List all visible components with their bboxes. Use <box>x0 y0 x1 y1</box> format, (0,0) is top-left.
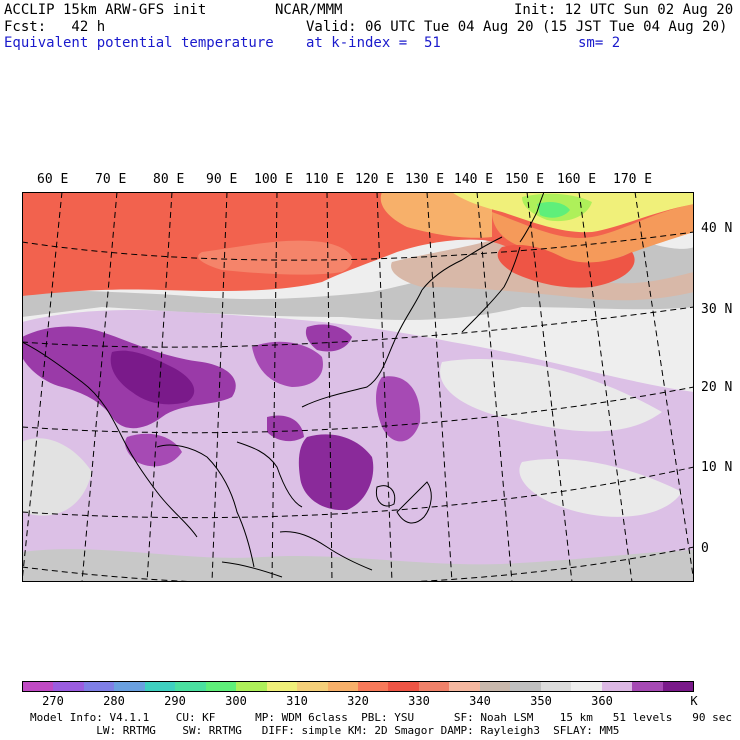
lon-label-90e: 90 E <box>206 172 238 187</box>
lat-label-40n: 40 N <box>701 221 733 236</box>
lon-label-80e: 80 E <box>153 172 185 187</box>
colorbar-tick-330: 330 <box>408 694 430 708</box>
colorbar-swatch <box>327 682 358 691</box>
colorbar-swatch <box>662 682 693 691</box>
colorbar-tick-360: 360 <box>591 694 613 708</box>
map-frame <box>22 192 694 582</box>
colorbar-swatch <box>540 682 572 691</box>
header-level: at k-index = 51 <box>306 35 441 51</box>
field-peach-ne <box>380 192 492 238</box>
field-purple-southchina <box>252 341 323 387</box>
colorbar-swatch <box>266 682 298 691</box>
lon-label-110e: 110 E <box>305 172 345 187</box>
colorbar-tick-300: 300 <box>225 694 247 708</box>
colorbar-tick-320: 320 <box>347 694 369 708</box>
field-grey-south <box>22 549 694 582</box>
lon-label-60e: 60 E <box>37 172 69 187</box>
lon-label-100e: 100 E <box>254 172 294 187</box>
graticule <box>22 192 694 582</box>
field-purple-scs <box>298 434 374 511</box>
colorbar-swatch <box>479 682 511 691</box>
colorbar-tick-290: 290 <box>164 694 186 708</box>
field-purple-bay <box>125 433 182 467</box>
field-purple-taiwan-strait <box>376 376 421 442</box>
field-ocean-pale-3 <box>22 438 92 516</box>
colorbar-swatch <box>53 682 84 691</box>
colorbar-swatch <box>601 682 633 691</box>
header-init-time: Init: 12 UTC Sun 02 Aug 20 <box>514 2 734 18</box>
colorbar-tick-350: 350 <box>530 694 552 708</box>
colorbar-swatch <box>510 682 541 691</box>
lat-label-10n: 10 N <box>701 460 733 475</box>
field-ocean-pale-2 <box>519 458 682 517</box>
field-ocean-pale-1 <box>440 359 662 432</box>
colorbar-swatch <box>83 682 115 691</box>
lon-label-150e: 150 E <box>505 172 545 187</box>
lat-label-30n: 30 N <box>701 302 733 317</box>
colorbar-swatch <box>236 682 267 691</box>
map-panel <box>22 192 694 582</box>
field-purple-indochina <box>267 415 304 442</box>
field-dark-purple-himalaya <box>110 350 195 405</box>
colorbar-tick-340: 340 <box>469 694 491 708</box>
header-organization: NCAR/MMM <box>275 2 343 18</box>
lat-label-0: 0 <box>701 541 709 556</box>
colorbar-swatch <box>632 682 663 691</box>
footer-model-info: Model Info: V4.1.1 CU: KF MP: WDM 6class… <box>30 711 732 724</box>
colorbar-swatch <box>23 682 54 691</box>
header-valid-time: Valid: 06 UTC Tue 04 Aug 20 (15 JST Tue … <box>306 19 728 35</box>
colorbar-unit: K <box>690 694 698 708</box>
lon-label-130e: 130 E <box>405 172 445 187</box>
colorbar-swatch <box>418 682 450 691</box>
header-forecast-hour: Fcst: 42 h <box>4 19 106 35</box>
lon-label-120e: 120 E <box>355 172 395 187</box>
header-model-title: ACCLIP 15km ARW-GFS init <box>4 2 207 18</box>
colorbar-swatch <box>571 682 602 691</box>
header-smoothing: sm= 2 <box>578 35 621 51</box>
footer-physics-info: LW: RRTMG SW: RRTMG DIFF: simple KM: 2D … <box>30 724 620 737</box>
colorbar-tick-270: 270 <box>42 694 64 708</box>
colorbar-swatch <box>357 682 389 691</box>
coastlines <box>22 192 545 578</box>
colorbar-swatch <box>175 682 206 691</box>
colorbar-tick-310: 310 <box>286 694 308 708</box>
colorbar-swatch <box>388 682 419 691</box>
colorbar-swatch <box>449 682 480 691</box>
header-field-name: Equivalent potential temperature <box>4 35 274 51</box>
field-salmon-north <box>198 240 353 275</box>
theta-e-field <box>22 192 694 582</box>
colorbar-swatch <box>297 682 328 691</box>
colorbar-swatch <box>205 682 237 691</box>
lon-label-160e: 160 E <box>557 172 597 187</box>
lon-label-70e: 70 E <box>95 172 127 187</box>
lon-label-140e: 140 E <box>454 172 494 187</box>
field-bright-green-ne <box>537 202 570 218</box>
colorbar-swatch <box>114 682 145 691</box>
colorbar-tick-280: 280 <box>103 694 125 708</box>
colorbar-swatch <box>144 682 176 691</box>
lat-label-20n: 20 N <box>701 380 733 395</box>
lon-label-170e: 170 E <box>613 172 653 187</box>
colorbar <box>22 681 694 692</box>
field-red-japan <box>497 245 635 288</box>
